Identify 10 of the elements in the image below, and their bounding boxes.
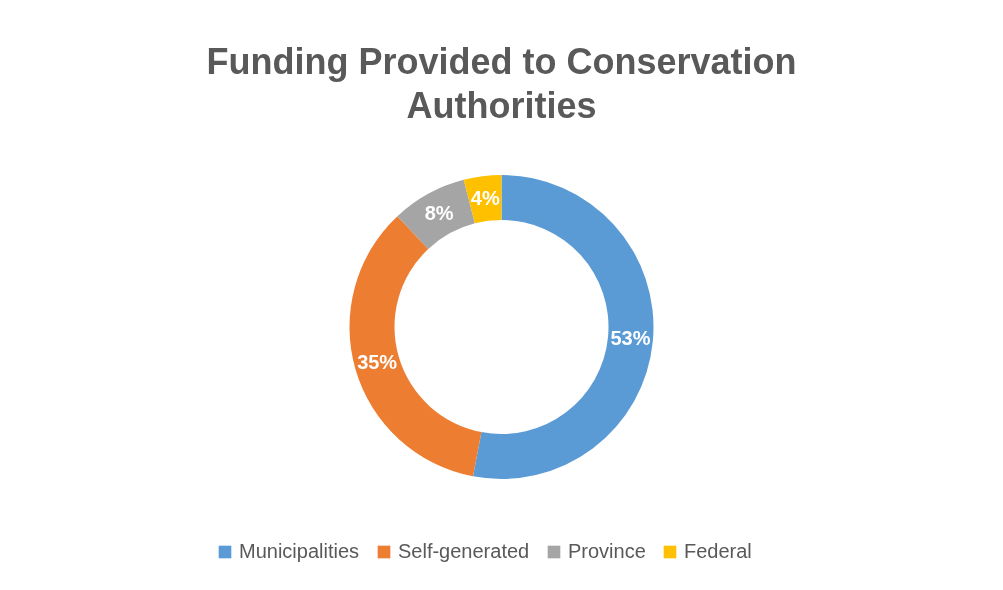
data-label: 53%	[610, 327, 651, 350]
legend-label: Municipalities	[239, 540, 360, 562]
data-label: 4%	[470, 186, 500, 209]
chart-title: Funding Provided to Conservation Authorities	[206, 41, 797, 126]
data-label: 8%	[424, 201, 454, 224]
data-label: 35%	[357, 351, 398, 374]
donut-slice	[473, 175, 654, 479]
legend-label: Federal	[684, 540, 752, 562]
legend-label: Province	[568, 540, 646, 562]
legend-label: Self-generated	[398, 540, 530, 562]
